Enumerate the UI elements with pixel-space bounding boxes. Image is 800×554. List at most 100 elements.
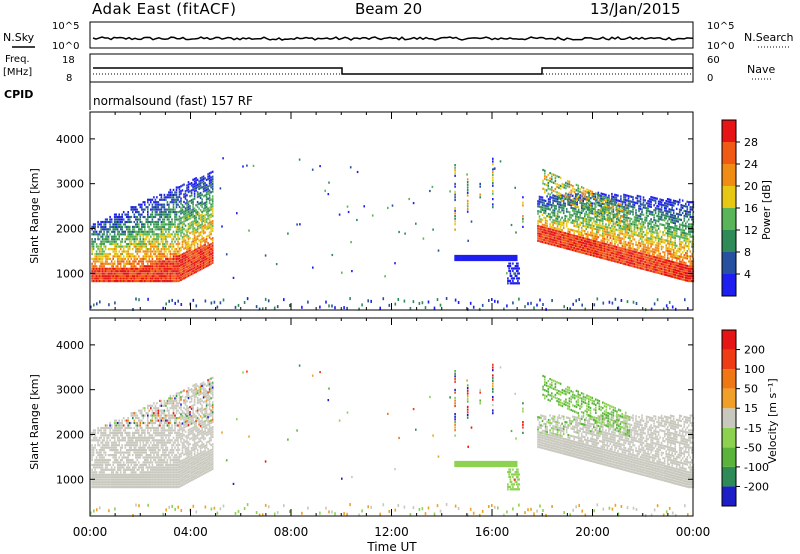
heatmap-cell	[577, 218, 580, 221]
heatmap-cell	[612, 202, 615, 206]
heatmap-cell	[559, 198, 562, 201]
heatmap-cell	[666, 242, 669, 245]
heatmap-cell	[617, 229, 619, 232]
heatmap-cell	[121, 225, 123, 228]
heatmap-cell	[130, 272, 133, 275]
heatmap-cell	[189, 209, 191, 213]
heatmap-cell	[213, 300, 216, 304]
heatmap-cell	[184, 273, 187, 277]
heatmap-cell	[104, 280, 107, 283]
heatmap-cell	[151, 220, 154, 224]
heatmap-cell	[104, 272, 107, 275]
heatmap-cell	[201, 267, 203, 270]
heatmap-cell	[680, 275, 682, 278]
heatmap-cell	[591, 239, 594, 242]
heatmap-cell	[184, 192, 187, 195]
heatmap-cell	[651, 248, 654, 251]
heatmap-cell	[142, 280, 145, 283]
heatmap-cell	[92, 280, 95, 283]
heatmap-cell	[657, 267, 660, 270]
heatmap-cell	[483, 254, 485, 258]
heatmap-cell	[145, 206, 148, 209]
heatmap-cell	[130, 220, 133, 224]
heatmap-cell	[204, 216, 206, 219]
heatmap-cell	[122, 280, 125, 283]
heatmap-cell	[610, 212, 613, 216]
heatmap-cell	[552, 173, 555, 176]
heatmap-cell	[607, 197, 609, 201]
heatmap-cell	[492, 206, 494, 209]
heatmap-cell	[681, 241, 684, 244]
heatmap-cell	[598, 199, 601, 202]
heatmap-cell	[680, 245, 682, 249]
heatmap-cell	[681, 199, 684, 202]
heatmap-cell	[92, 223, 95, 226]
heatmap-cell	[464, 258, 466, 262]
heatmap-cell	[127, 213, 129, 216]
heatmap-cell	[162, 306, 164, 310]
heatmap-cell	[662, 268, 664, 271]
heatmap-cell	[685, 232, 687, 235]
heatmap-cell	[606, 243, 609, 246]
heatmap-cell	[187, 223, 190, 226]
heatmap-cell	[505, 254, 508, 258]
heatmap-cell	[639, 217, 642, 220]
heatmap-cell	[162, 267, 164, 270]
heatmap-cell	[671, 248, 673, 251]
heatmap-cell	[541, 218, 544, 221]
heatmap-cell	[408, 197, 410, 201]
heatmap-cell	[136, 211, 139, 214]
heatmap-cell	[552, 204, 554, 207]
heatmap-cell	[118, 267, 120, 270]
heatmap-cell	[672, 248, 675, 252]
heatmap-cell	[663, 202, 666, 205]
heatmap-cell	[685, 227, 687, 230]
heatmap-cell	[139, 260, 142, 263]
heatmap-cell	[600, 239, 603, 242]
heatmap-cell	[688, 201, 690, 204]
heatmap-cell	[624, 194, 627, 197]
heatmap-cell	[605, 205, 608, 208]
heatmap-cell	[587, 235, 589, 238]
heatmap-cell	[563, 305, 565, 309]
heatmap-cell	[119, 252, 122, 256]
heatmap-cell	[659, 215, 661, 218]
heatmap-cell	[647, 239, 649, 242]
nave-tick-bottom: 0	[707, 73, 713, 84]
heatmap-cell	[115, 225, 117, 228]
heatmap-cell	[106, 262, 108, 265]
heatmap-cell	[198, 239, 200, 242]
heatmap-cell	[674, 232, 676, 235]
heatmap-cell	[507, 279, 509, 282]
heatmap-cell	[476, 258, 479, 262]
heatmap-cell	[166, 235, 169, 238]
heatmap-cell	[571, 246, 574, 249]
heatmap-cell	[139, 270, 142, 273]
heatmap-cell	[685, 215, 687, 218]
heatmap-cell	[648, 249, 651, 252]
heatmap-cell	[113, 213, 116, 216]
heatmap-cell	[629, 202, 631, 205]
heatmap-cell	[642, 203, 645, 206]
heatmap-cell	[205, 218, 208, 221]
heatmap-cell	[154, 270, 157, 273]
heatmap-cell	[132, 272, 134, 275]
heatmap-cell	[110, 235, 113, 238]
heatmap-cell	[110, 220, 113, 224]
heatmap-cell	[190, 226, 193, 229]
heatmap-cell	[159, 257, 161, 260]
heatmap-cell	[587, 213, 589, 216]
heatmap-cell	[175, 201, 178, 204]
heatmap-cell	[199, 201, 202, 204]
heatmap-cell	[626, 243, 628, 246]
heatmap-cell	[208, 199, 211, 202]
heatmap-cell	[97, 275, 99, 278]
heatmap-cell	[554, 179, 557, 182]
heatmap-cell	[669, 235, 672, 238]
heatmap-cell	[101, 260, 104, 263]
heatmap-cell	[144, 203, 146, 206]
heatmap-cell	[177, 275, 179, 278]
heatmap-cell	[599, 256, 601, 259]
heatmap-cell	[621, 230, 624, 233]
heatmap-cell	[193, 214, 196, 218]
